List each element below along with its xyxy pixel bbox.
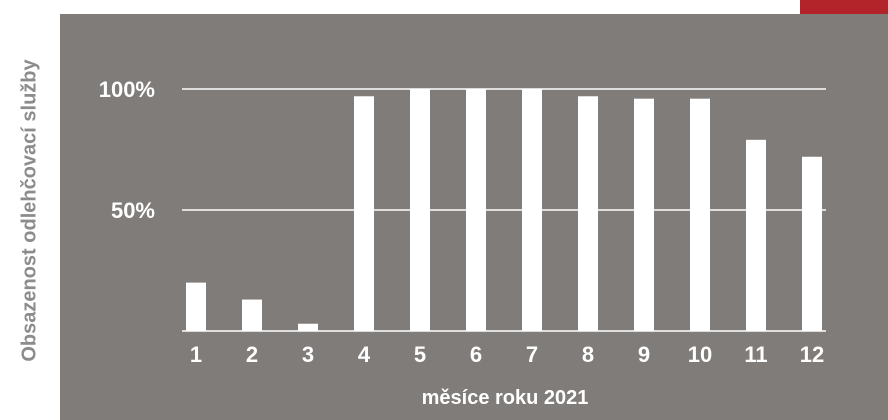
corner-accent-bar (800, 0, 888, 14)
bar-month-12 (802, 156, 822, 331)
bar-month-7 (522, 89, 542, 331)
bar-month-5 (410, 89, 430, 331)
bar-month-8 (578, 96, 598, 331)
x-tick-label: 8 (582, 342, 594, 367)
x-tick-label: 2 (246, 342, 258, 367)
x-axis-label: měsíce roku 2021 (422, 387, 589, 409)
grid-layer (182, 88, 826, 332)
x-tick-label: 4 (358, 342, 371, 367)
bar-layer (186, 89, 822, 332)
x-tick-label: 5 (414, 342, 426, 367)
x-tick-label: 1 (190, 342, 202, 367)
bar-month-2 (242, 299, 262, 331)
x-tick-label: 7 (526, 342, 538, 367)
y-tick-label: 100% (99, 77, 155, 102)
bar-month-3 (298, 323, 318, 331)
x-tick-label: 3 (302, 342, 314, 367)
y-tick-label: 50% (111, 198, 155, 223)
x-tick-label: 11 (744, 342, 767, 367)
bar-month-4 (354, 96, 374, 331)
bar-month-10 (690, 98, 710, 332)
bar-month-1 (186, 282, 206, 331)
x-tick-layer: 1 2 3 4 5 6 7 8 9 10 11 12 (190, 342, 824, 367)
x-tick-label: 6 (470, 342, 482, 367)
x-tick-label: 10 (688, 342, 712, 367)
bar-month-11 (746, 139, 766, 331)
x-tick-label: 9 (638, 342, 650, 367)
bar-month-6 (466, 89, 486, 331)
x-tick-label: 12 (800, 342, 824, 367)
y-tick-layer: 50% 100% (99, 77, 155, 223)
bar-month-9 (634, 98, 654, 332)
